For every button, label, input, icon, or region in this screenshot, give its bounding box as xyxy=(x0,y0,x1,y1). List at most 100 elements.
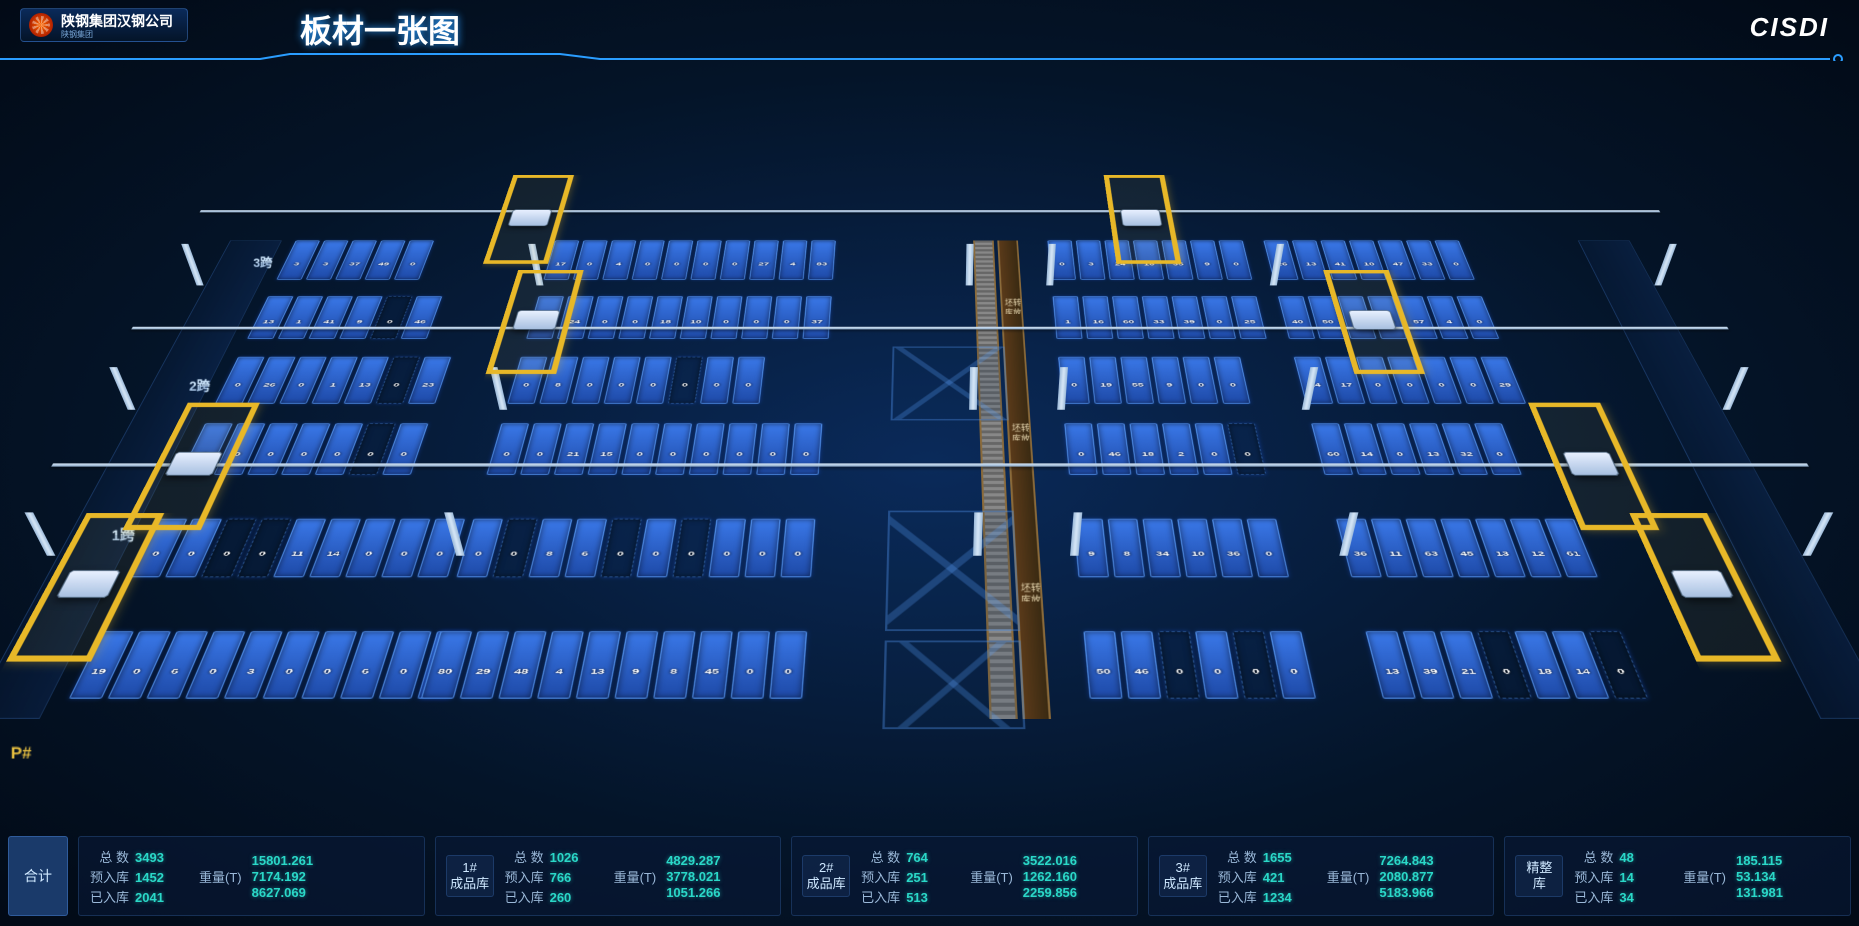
stat-card-warehouse[interactable]: 2#成品库总 数764预入库251已入库513重量(T)3522.0161262… xyxy=(791,836,1138,916)
storage-slot[interactable]: 35 xyxy=(1161,240,1193,279)
stat-card-total[interactable]: 总 数3493预入库1452已入库2041重量(T)15801.2617174.… xyxy=(78,836,425,916)
storage-slot[interactable]: 0 xyxy=(1182,357,1218,404)
storage-slot[interactable]: 0 xyxy=(1474,423,1522,475)
storage-slot[interactable]: 18 xyxy=(1129,423,1165,475)
storage-slot[interactable]: 0 xyxy=(688,423,724,475)
storage-slot[interactable]: 0 xyxy=(600,519,641,578)
storage-slot[interactable]: 16 xyxy=(1082,296,1113,339)
storage-slot[interactable]: 34 xyxy=(1142,519,1181,578)
storage-slot[interactable]: 0 xyxy=(381,519,430,578)
storage-slot[interactable]: 14 xyxy=(309,519,361,578)
storage-slot[interactable]: 24 xyxy=(1104,240,1134,279)
storage-slot[interactable]: 0 xyxy=(1064,423,1097,475)
storage-slot[interactable]: 0 xyxy=(1201,296,1236,339)
storage-slot[interactable]: 13 xyxy=(1365,631,1415,699)
storage-slot[interactable]: 0 xyxy=(780,519,815,578)
storage-slot[interactable]: 0 xyxy=(708,519,745,578)
storage-slot[interactable]: 11 xyxy=(1370,519,1417,578)
storage-slot[interactable]: 0 xyxy=(618,296,653,339)
storage-slot[interactable]: 0 xyxy=(378,631,431,699)
storage-slot[interactable]: 0 xyxy=(1047,240,1076,279)
storage-slot[interactable]: 14 xyxy=(1551,631,1609,699)
storage-slot[interactable]: 0 xyxy=(690,240,721,279)
storage-slot[interactable]: 0 xyxy=(631,240,664,279)
storage-slot[interactable]: 6 xyxy=(339,631,394,699)
storage-slot[interactable]: 39 xyxy=(1402,631,1454,699)
storage-slot[interactable]: 0 xyxy=(486,423,529,475)
storage-slot[interactable]: 0 xyxy=(164,519,221,578)
storage-slot[interactable]: 12 xyxy=(1509,519,1561,578)
storage-slot[interactable]: 9 xyxy=(1151,357,1186,404)
storage-slot[interactable]: 36 xyxy=(1211,519,1252,578)
storage-slot[interactable]: 0 xyxy=(1058,357,1090,404)
stat-card-warehouse[interactable]: 3#成品库总 数1655预入库421已入库1234重量(T)7264.84320… xyxy=(1148,836,1495,916)
storage-slot[interactable]: 0 xyxy=(730,631,769,699)
storage-slot[interactable]: 0 xyxy=(603,357,640,404)
storage-slot[interactable]: 3 xyxy=(1075,240,1104,279)
storage-slot[interactable]: 0 xyxy=(756,423,790,475)
storage-slot[interactable]: 13 xyxy=(575,631,620,699)
storage-slot[interactable]: 4 xyxy=(778,240,807,279)
storage-slot[interactable]: 18 xyxy=(1133,240,1164,279)
storage-slot[interactable]: 37 xyxy=(802,296,831,339)
storage-slot[interactable]: 0 xyxy=(417,631,469,699)
storage-slot[interactable]: 8 xyxy=(653,631,695,699)
storage-slot[interactable]: 60 xyxy=(1112,296,1144,339)
storage-slot[interactable]: 10 xyxy=(679,296,712,339)
storage-slot[interactable]: 33 xyxy=(1141,296,1174,339)
storage-slot[interactable]: 0 xyxy=(1157,631,1199,699)
storage-slot[interactable]: 0 xyxy=(722,423,757,475)
storage-slot[interactable]: 6 xyxy=(146,631,208,699)
storage-slot[interactable]: 0 xyxy=(1476,631,1531,699)
storage-slot[interactable]: 50 xyxy=(1083,631,1122,699)
storage-slot[interactable]: 9 xyxy=(614,631,658,699)
storage-slot[interactable]: 8 xyxy=(528,519,572,578)
storage-slot[interactable]: 45 xyxy=(1440,519,1490,578)
storage-slot[interactable]: 83 xyxy=(808,240,836,279)
storage-slot[interactable]: 0 xyxy=(719,240,749,279)
storage-slot[interactable]: 0 xyxy=(655,423,692,475)
storage-slot[interactable]: 29 xyxy=(459,631,509,699)
storage-slot[interactable]: 46 xyxy=(1096,423,1131,475)
storage-slot[interactable]: 0 xyxy=(1269,631,1316,699)
storage-slot[interactable]: 3 xyxy=(223,631,282,699)
storage-slot[interactable]: 18 xyxy=(1514,631,1570,699)
storage-slot[interactable]: 25 xyxy=(1231,296,1267,339)
storage-slot[interactable]: 8 xyxy=(1107,519,1144,578)
storage-slot[interactable]: 0 xyxy=(345,519,396,578)
storage-slot[interactable]: 0 xyxy=(667,357,702,404)
storage-slot[interactable]: 0 xyxy=(1232,631,1277,699)
storage-slot[interactable]: 39 xyxy=(1171,296,1205,339)
storage-slot[interactable]: 63 xyxy=(1405,519,1453,578)
storage-slot[interactable]: 0 xyxy=(571,357,609,404)
storage-slot[interactable]: 0 xyxy=(1194,423,1232,475)
storage-slot[interactable]: 9 xyxy=(1190,240,1223,279)
storage-slot[interactable]: 80 xyxy=(420,631,471,699)
storage-slot[interactable]: 0 xyxy=(200,519,256,578)
storage-slot[interactable]: 0 xyxy=(635,357,671,404)
storage-slot[interactable]: 0 xyxy=(128,519,186,578)
storage-slot[interactable]: 0 xyxy=(789,423,821,475)
storage-slot[interactable]: 27 xyxy=(749,240,779,279)
storage-slot[interactable]: 0 xyxy=(184,631,245,699)
storage-slot[interactable]: 0 xyxy=(700,357,734,404)
storage-slot[interactable]: 0 xyxy=(769,631,807,699)
storage-slot[interactable]: 0 xyxy=(587,296,623,339)
storage-slot[interactable]: 0 xyxy=(732,357,765,404)
storage-slot[interactable]: 0 xyxy=(636,519,676,578)
storage-slot[interactable]: 15 xyxy=(587,423,626,475)
storage-slot[interactable]: 0 xyxy=(492,519,537,578)
storage-slot[interactable]: 0 xyxy=(1246,519,1288,578)
warehouse-stage[interactable]: P# 3337490170400002748303241835902613411… xyxy=(0,58,1859,826)
storage-slot[interactable]: 0 xyxy=(1195,631,1239,699)
storage-slot[interactable]: 0 xyxy=(744,519,780,578)
storage-slot[interactable]: 0 xyxy=(301,631,357,699)
stat-card-warehouse[interactable]: 精整库总 数48预入库14已入库34重量(T)185.11553.134131.… xyxy=(1504,836,1851,916)
storage-slot[interactable]: 0 xyxy=(236,519,291,578)
storage-slot[interactable]: 0 xyxy=(1588,631,1647,699)
storage-slot[interactable]: 48 xyxy=(498,631,546,699)
storage-slot[interactable]: 21 xyxy=(1439,631,1492,699)
storage-slot[interactable]: 0 xyxy=(672,519,711,578)
storage-slot[interactable]: 0 xyxy=(741,296,772,339)
storage-slot[interactable]: 4 xyxy=(602,240,636,279)
